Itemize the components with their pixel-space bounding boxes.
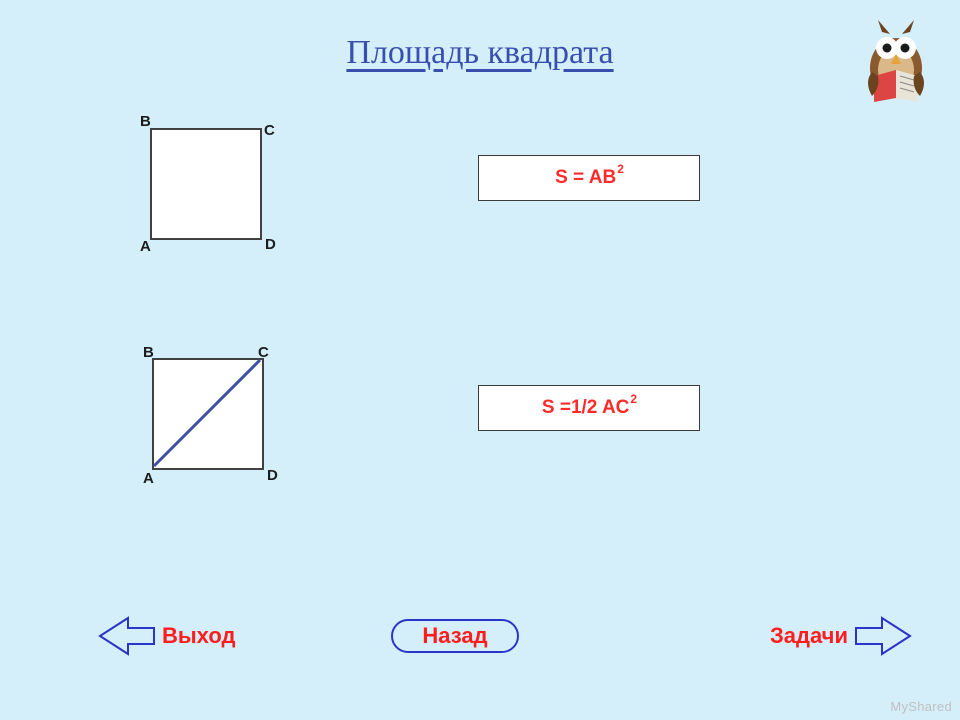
formula1-text: S = AB [555,167,616,189]
arrow-right-icon [854,614,912,658]
formula2-exponent: 2 [630,392,637,406]
formula2-text: S =1/2 AC [542,397,629,419]
tasks-button[interactable]: Задачи [770,614,912,658]
formula-area-side: S = AB 2 [478,155,700,201]
diagonal-ac [152,358,264,470]
watermark: MyShared [890,699,952,714]
square2-label-a: A [143,470,154,487]
tasks-label: Задачи [770,623,848,649]
page-title: Площадь квадрата [0,34,960,72]
square1-label-b: B [140,113,151,130]
square1-label-a: A [140,238,151,255]
formula-area-diagonal: S =1/2 AC 2 [478,385,700,431]
square2-label-b: B [143,344,154,361]
exit-button[interactable]: Выход [98,614,235,658]
arrow-left-icon [98,614,156,658]
exit-label: Выход [162,623,235,649]
square1-label-c: C [264,122,275,139]
square-abcd-1 [150,128,262,240]
back-label: Назад [390,623,520,649]
formula1-exponent: 2 [617,162,624,176]
owl-reading-icon [850,14,942,111]
square1-label-d: D [265,236,276,253]
square2-label-c: C [258,344,269,361]
back-button[interactable]: Назад [390,614,520,658]
square2-label-d: D [267,467,278,484]
